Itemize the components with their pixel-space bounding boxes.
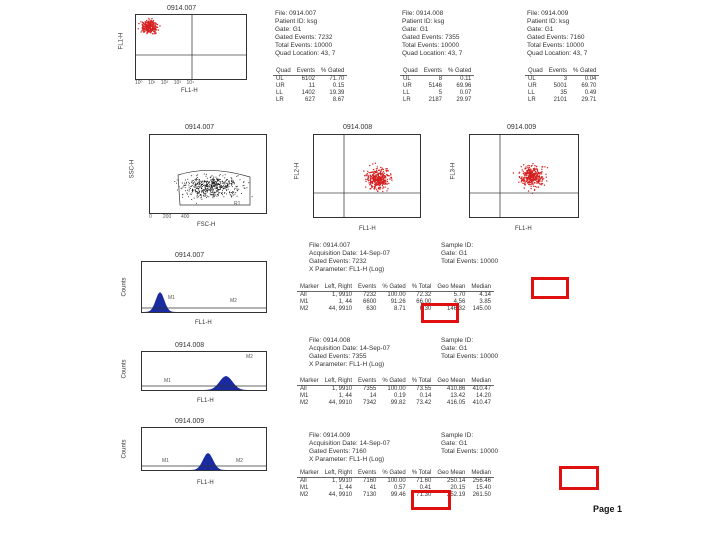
quad-plot-1-dots [136,15,246,79]
hist-1-m1: M1 [168,295,175,301]
table-row: UR 5001 69.70 [528,83,597,89]
fl-plot-a-title: 0914.008 [343,124,373,131]
hist-2-table: Marker Left, Right Events% Gated% Total Geo… [297,378,495,407]
table-row: M2 44, 9910 7130 99.46 71.30 252.19 261.50 [300,492,492,498]
highlight-median-hist-3 [559,466,599,490]
hist-3-title: 0914.009 [175,418,205,425]
fl-plot-b [469,134,579,218]
table-row: UR 11 0.15 [276,83,345,89]
fl-plot-b-dots [470,135,578,217]
fsc-plot-title: 0914.007 [185,124,215,131]
hist-2-plot: M1 M2 [141,351,267,391]
fl-plot-b-ylabel: FL3-H [450,162,457,180]
quad-table-2: Quad Events% Gated UL 8 0.11 UR 5146 69.96 LL… [400,68,475,104]
fl-plot-a [313,134,421,218]
hist-1-header-left: File: 0914.007 Acquisition Date: 14-Sep-0… [309,242,390,273]
hist-2-header-left: File: 0914.008 Acquisition Date: 14-Sep-0… [309,337,390,368]
highlight-pct-gated-m2 [421,303,459,323]
quad-header-2: File: 0914.008 Patient ID: ksg Gate: G1 Gat… [402,10,463,57]
hist-1-ylabel: Counts [121,277,128,297]
quad-header-3: File: 0914.009 Patient ID: ksg Gate: G1 Gat… [527,10,588,57]
hist-3-curve [142,453,266,470]
fsc-gate-label: R1 [234,201,241,207]
table-row: M1 1, 44 41 0.57 0.41 20.15 15.40 [300,485,492,491]
table-row: LR 627 8.67 [276,97,345,103]
hist-2-m1: M1 [164,378,171,384]
table-row: UL 3 0.04 [528,76,597,82]
table-row: LR 2101 29.71 [528,97,597,103]
hist-3-xlabel: FL1-H [197,480,214,486]
hist-3-m1: M1 [162,458,169,464]
hist-1-header-right: Sample ID: Gate: G1 Total Events: 10000 [441,242,499,265]
highlight-pct-gated-hist-3 [411,490,451,510]
fl-plot-a-ylabel: FL2-H [294,162,301,180]
hist-3-table: Marker Left, Right Events% Gated% Total Geo… [297,470,495,499]
table-row: M2 44, 9910 7342 99.82 73.42 416.05 410.47 [300,400,492,406]
hist-2-curve [142,376,266,390]
fl-plot-a-dots [314,135,420,217]
table-row: M1 1, 44 14 0.19 0.14 13.42 14.20 [300,393,492,399]
hist-3-m2: M2 [236,458,243,464]
quad-plot-1-title: 0914.007 [167,5,197,12]
hist-2-title: 0914.008 [175,342,205,349]
fl-plot-b-title: 0914.009 [507,124,537,131]
table-row: UL 6102 71.70 [276,76,345,82]
hist-1-xlabel: FL1-H [195,320,212,326]
table-row: M1 1, 44 6600 91.26 66.00 4.56 3.85 [300,299,492,305]
hist-2-ylabel: Counts [121,359,128,379]
hist-3-header-right: Sample ID: Gate: G1 Total Events: 10000 [441,432,499,455]
quad-table-3: Quad Events% Gated UL 3 0.04 UR 5001 69.70 LL… [525,68,600,104]
hist-3-ylabel: Counts [121,439,128,459]
table-row: LL 1402 19.39 [276,90,345,96]
fsc-plot-xticks: 0 200 400 [149,214,190,220]
fl-plot-b-xlabel: FL1-H [515,226,532,232]
hist-1-m2: M2 [230,298,237,304]
table-row: All 1, 9910 7160 100.00 71.60 250.14 256.46 [300,478,492,484]
hist-3-header-left: File: 0914.009 Acquisition Date: 14-Sep-0… [309,432,390,463]
quad-header-1: File: 0914.007 Patient ID: ksg Gate: G1 Gat… [275,10,336,57]
table-row: UL 8 0.11 [403,76,472,82]
quad-plot-1-xticks: 10⁰ 10¹ 10² 10³ 10⁴ [135,80,195,86]
table-row: All 1, 9910 7355 100.00 73.55 410.86 410.47 [300,386,492,392]
hist-1-curve [142,292,266,312]
quad-plot-1-ylabel: FL1-H [118,32,125,50]
table-row: M2 44, 9910 630 8.71 6.30 146.32 145.00 [300,306,492,312]
highlight-median-header [531,277,569,299]
table-row: LL 5 0.07 [403,90,472,96]
fsc-ssc-plot: R1 [149,134,267,214]
quad-plot-1 [135,14,247,80]
hist-2-xlabel: FL1-H [197,398,214,404]
scanned-report-page: 0914.007 FL1-H FL1-H 10⁰ 10¹ 10² 10³ 10⁴… [97,0,637,540]
quad-table-1: Quad Events% Gated UL 6102 71.70 UR 11 0.15 L… [273,68,348,104]
quad-plot-1-xlabel: FL1-H [181,88,198,94]
hist-1-plot: M1 M2 [141,261,267,313]
hist-2-header-right: Sample ID: Gate: G1 Total Events: 10000 [441,337,499,360]
table-row: UR 5146 69.96 [403,83,472,89]
table-row: LL 35 0.49 [528,90,597,96]
hist-2-m2: M2 [246,354,253,360]
table-row: All 1, 9910 7232 100.00 72.32 5.70 4.14 [300,292,492,298]
table-row: LR 2187 29.97 [403,97,472,103]
page-number: Page 1 [593,504,623,514]
fsc-plot-ylabel: SSC-H [129,159,136,179]
fsc-ssc-dots [174,170,253,206]
hist-1-table: Marker Left, Right Events% Gated% Total Geo… [297,284,495,313]
fl-plot-a-xlabel: FL1-H [359,226,376,232]
hist-1-title: 0914.007 [175,252,205,259]
fsc-plot-xlabel: FSC-H [197,222,216,228]
hist-3-plot: M1 M2 [141,427,267,471]
